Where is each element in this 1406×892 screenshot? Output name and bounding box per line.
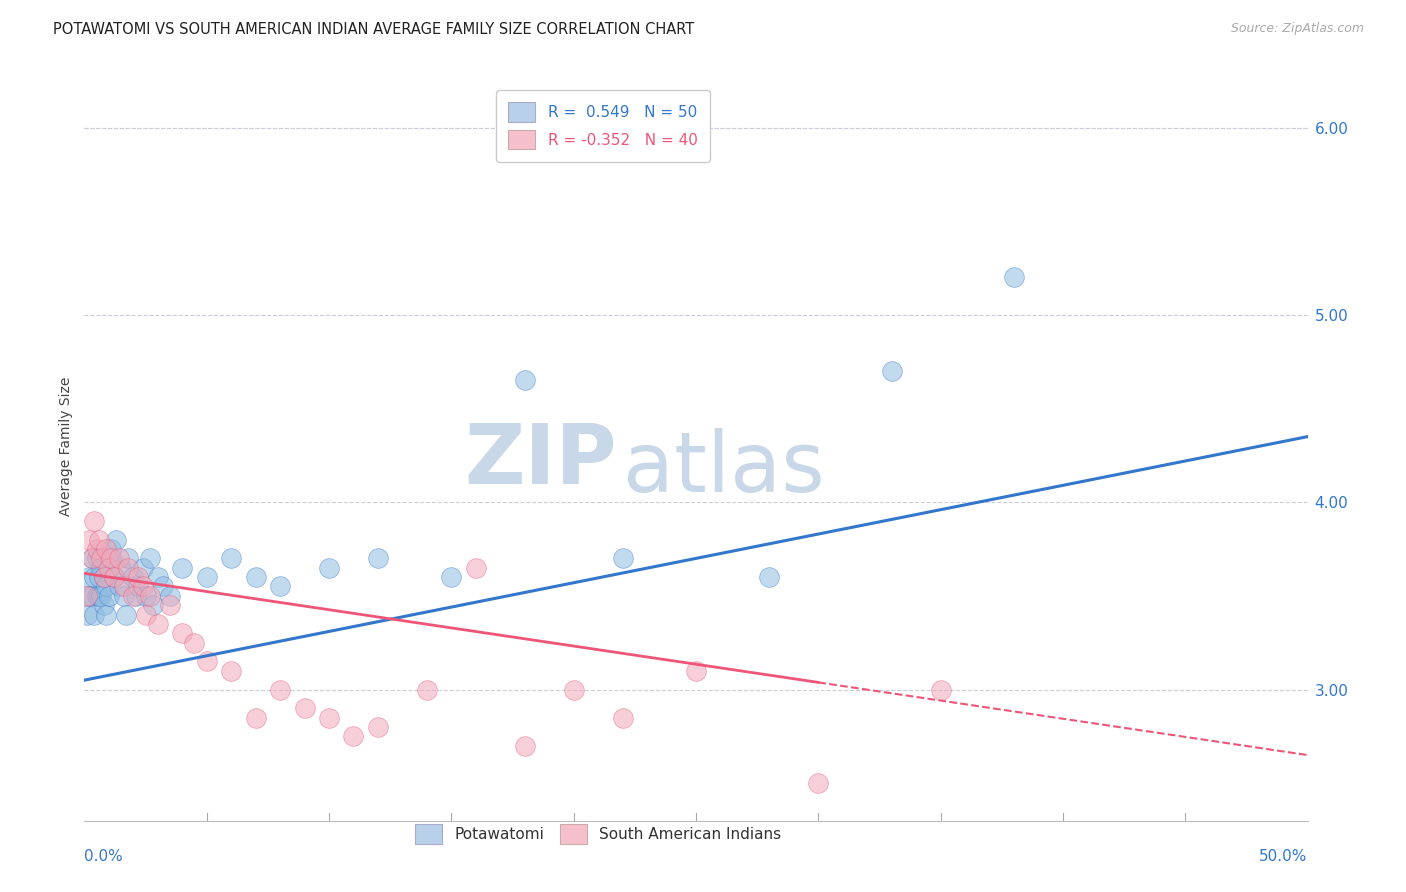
Point	[125, 589, 148, 603]
Point	[367, 551, 389, 566]
Point	[127, 580, 149, 594]
Point	[100, 542, 122, 557]
Point	[96, 542, 118, 557]
Point	[127, 570, 149, 584]
Point	[219, 551, 242, 566]
Point	[83, 607, 105, 622]
Point	[93, 598, 115, 612]
Point	[135, 607, 157, 622]
Point	[183, 635, 205, 649]
Point	[97, 551, 120, 566]
Point	[132, 580, 155, 594]
Point	[685, 664, 707, 678]
Point	[132, 561, 155, 575]
Point	[90, 551, 112, 566]
Point	[464, 561, 486, 575]
Point	[269, 580, 291, 594]
Point	[86, 551, 108, 566]
Point	[440, 570, 463, 584]
Point	[367, 720, 389, 734]
Point	[86, 589, 108, 603]
Point	[90, 561, 112, 575]
Point	[105, 533, 128, 547]
Point	[90, 589, 112, 603]
Point	[103, 570, 125, 584]
Text: 50.0%: 50.0%	[1260, 849, 1308, 863]
Point	[117, 551, 139, 566]
Point	[142, 598, 165, 612]
Point	[269, 682, 291, 697]
Point	[77, 589, 100, 603]
Point	[107, 551, 129, 566]
Point	[122, 589, 145, 603]
Y-axis label: Average Family Size: Average Family Size	[59, 376, 73, 516]
Point	[117, 561, 139, 575]
Point	[807, 776, 830, 790]
Point	[146, 617, 169, 632]
Point	[758, 570, 780, 584]
Point	[76, 589, 98, 603]
Point	[612, 551, 634, 566]
Point	[219, 664, 242, 678]
Point	[93, 570, 115, 584]
Point	[87, 589, 110, 603]
Text: ZIP: ZIP	[464, 420, 616, 501]
Point	[80, 589, 103, 603]
Point	[195, 655, 218, 669]
Point	[96, 580, 118, 594]
Text: 0.0%: 0.0%	[84, 849, 124, 863]
Point	[880, 364, 903, 378]
Point	[97, 561, 120, 575]
Point	[342, 730, 364, 744]
Text: POTAWATOMI VS SOUTH AMERICAN INDIAN AVERAGE FAMILY SIZE CORRELATION CHART: POTAWATOMI VS SOUTH AMERICAN INDIAN AVER…	[53, 22, 695, 37]
Point	[294, 701, 316, 715]
Point	[96, 607, 118, 622]
Point	[318, 710, 340, 724]
Point	[80, 551, 103, 566]
Point	[612, 710, 634, 724]
Point	[139, 551, 162, 566]
Point	[245, 710, 267, 724]
Point	[159, 598, 181, 612]
Point	[83, 570, 105, 584]
Point	[139, 589, 162, 603]
Point	[115, 607, 138, 622]
Point	[513, 373, 536, 387]
Point	[152, 580, 174, 594]
Point	[318, 561, 340, 575]
Point	[122, 570, 145, 584]
Point	[1002, 270, 1025, 285]
Point	[172, 626, 194, 640]
Point	[97, 589, 120, 603]
Point	[103, 570, 125, 584]
Point	[195, 570, 218, 584]
Point	[83, 514, 105, 528]
Point	[112, 589, 135, 603]
Point	[159, 589, 181, 603]
Point	[146, 570, 169, 584]
Point	[86, 542, 108, 557]
Point	[416, 682, 439, 697]
Point	[87, 533, 110, 547]
Point	[513, 739, 536, 753]
Legend: Potawatomi, South American Indians: Potawatomi, South American Indians	[404, 814, 792, 855]
Point	[929, 682, 952, 697]
Point	[562, 682, 585, 697]
Point	[112, 580, 135, 594]
Point	[135, 589, 157, 603]
Text: Source: ZipAtlas.com: Source: ZipAtlas.com	[1230, 22, 1364, 36]
Text: atlas: atlas	[623, 428, 824, 509]
Point	[77, 570, 100, 584]
Point	[245, 570, 267, 584]
Point	[107, 580, 129, 594]
Point	[80, 551, 103, 566]
Point	[93, 570, 115, 584]
Point	[172, 561, 194, 575]
Point	[87, 570, 110, 584]
Point	[100, 551, 122, 566]
Point	[110, 561, 132, 575]
Point	[77, 533, 100, 547]
Point	[76, 607, 98, 622]
